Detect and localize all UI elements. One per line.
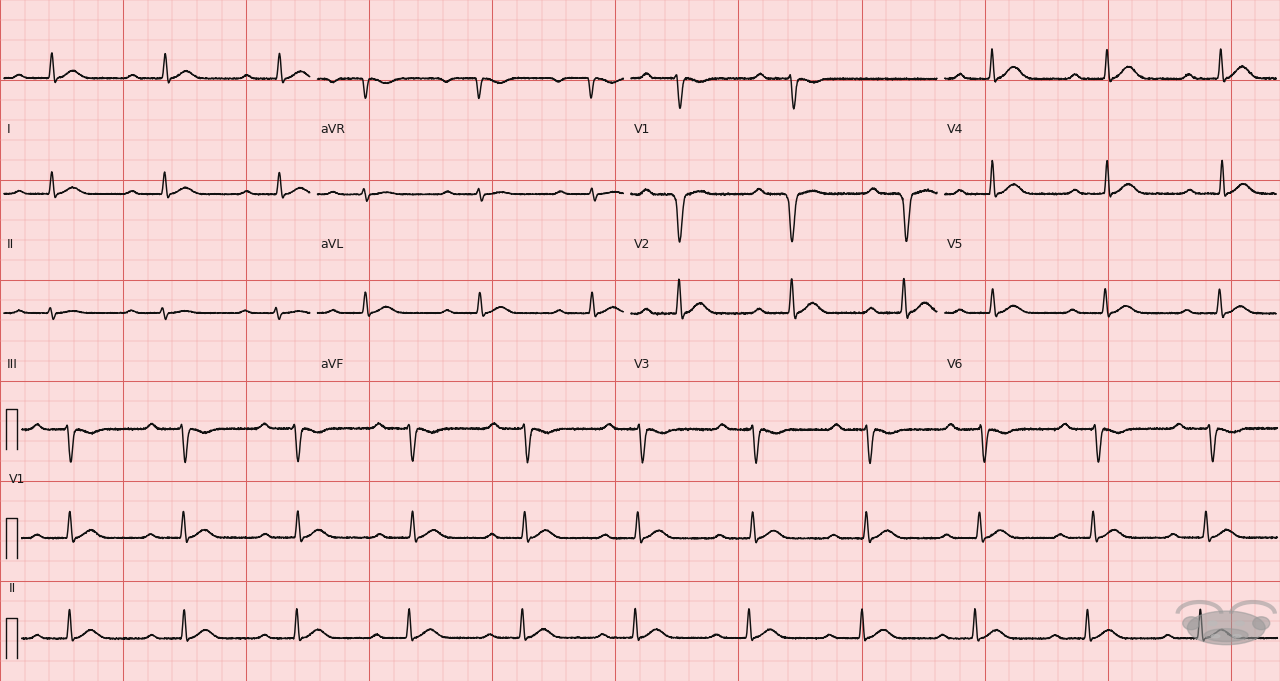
Text: V5: V5 [947, 238, 964, 251]
Text: II: II [6, 238, 14, 251]
Text: I: I [6, 123, 10, 136]
Text: V3: V3 [634, 358, 650, 370]
Ellipse shape [1188, 611, 1265, 645]
Ellipse shape [1233, 635, 1242, 637]
Ellipse shape [1183, 617, 1199, 630]
Circle shape [1235, 621, 1244, 626]
Text: aVR: aVR [320, 123, 346, 136]
Ellipse shape [1211, 635, 1220, 637]
Text: V2: V2 [634, 238, 650, 251]
Ellipse shape [1204, 629, 1248, 642]
Text: V4: V4 [947, 123, 964, 136]
Text: aVF: aVF [320, 358, 343, 370]
Text: V6: V6 [947, 358, 964, 370]
Ellipse shape [1253, 617, 1270, 630]
Text: II: II [9, 582, 17, 595]
Text: V1: V1 [9, 473, 26, 486]
Circle shape [1208, 621, 1217, 626]
Text: aVL: aVL [320, 238, 343, 251]
Text: V1: V1 [634, 123, 650, 136]
Text: III: III [6, 358, 17, 370]
